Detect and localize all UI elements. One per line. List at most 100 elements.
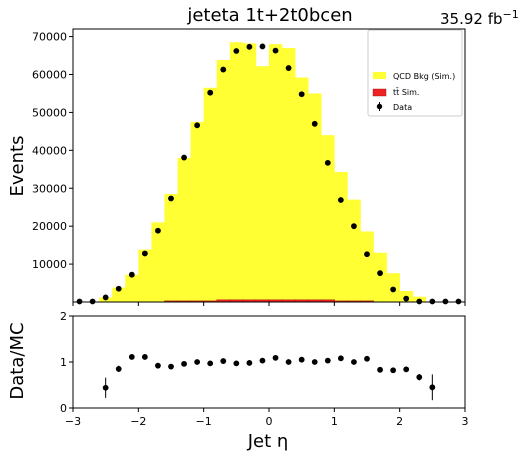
luminosity-label: 35.92 fb−1 bbox=[440, 8, 519, 28]
data-point bbox=[233, 48, 240, 54]
legend-marker-data bbox=[376, 103, 383, 110]
data-point bbox=[194, 122, 201, 129]
data-point bbox=[155, 227, 161, 234]
data-point bbox=[207, 89, 214, 96]
data-point bbox=[324, 159, 331, 166]
data-point bbox=[390, 286, 397, 293]
data-point bbox=[377, 270, 383, 277]
x-tick-label: 0 bbox=[266, 415, 273, 428]
qcd-bar bbox=[177, 157, 191, 302]
legend-label-data: Data bbox=[393, 103, 412, 112]
qcd-bar bbox=[190, 121, 204, 302]
x-tick-label: 2 bbox=[396, 415, 403, 428]
y-tick-label-main: 70000 bbox=[32, 31, 67, 44]
luminosity-exponent: −1 bbox=[503, 8, 519, 21]
qcd-bar bbox=[112, 287, 126, 302]
ratio-point bbox=[259, 357, 266, 364]
ratio-point bbox=[272, 354, 279, 361]
qcd-bar bbox=[269, 44, 283, 303]
data-point bbox=[128, 271, 135, 278]
ratio-plot-frame bbox=[72, 315, 466, 409]
ratio-point bbox=[102, 384, 109, 391]
qcd-bar bbox=[138, 249, 152, 302]
data-point bbox=[168, 195, 174, 202]
ratio-point bbox=[324, 357, 331, 364]
y-tick-label-ratio: 0 bbox=[60, 402, 67, 415]
ratio-point bbox=[416, 374, 423, 381]
y-tick-label-main: 30000 bbox=[32, 182, 67, 195]
ratio-panel: 0 1 2 −3 −2 −1 0 1 2 3 bbox=[60, 310, 469, 428]
y-tick-label-main: 10000 bbox=[32, 258, 67, 271]
data-point bbox=[364, 251, 370, 258]
legend-box bbox=[367, 29, 463, 117]
legend-swatch-qcd bbox=[373, 72, 386, 79]
data-point bbox=[181, 154, 187, 161]
data-point bbox=[403, 295, 410, 302]
data-point bbox=[141, 250, 148, 257]
x-tick-label: −3 bbox=[65, 415, 81, 428]
qcd-bar bbox=[321, 135, 335, 302]
ratio-point bbox=[155, 362, 161, 369]
qcd-bar bbox=[203, 87, 218, 302]
data-point bbox=[311, 120, 318, 127]
ratio-point bbox=[311, 359, 318, 365]
qcd-bar bbox=[360, 231, 374, 302]
qcd-bar bbox=[125, 274, 139, 302]
ratio-point bbox=[246, 360, 253, 366]
qcd-bar bbox=[229, 42, 244, 302]
ratio-point bbox=[403, 366, 410, 373]
ratio-point bbox=[194, 359, 201, 365]
x-tick-label: 1 bbox=[331, 415, 338, 428]
y-axis-label-ratio: Data/MC bbox=[7, 322, 28, 399]
ratio-point bbox=[298, 356, 305, 363]
data-point bbox=[298, 91, 305, 98]
ratio-point bbox=[285, 359, 292, 365]
x-tick-label: 3 bbox=[462, 415, 469, 428]
qcd-bar bbox=[373, 252, 387, 302]
ratio-point bbox=[364, 355, 370, 362]
legend-swatch-ttbar bbox=[372, 88, 387, 97]
ratio-point bbox=[351, 359, 357, 365]
y-tick-label-ratio: 2 bbox=[60, 310, 67, 323]
ratio-point bbox=[168, 363, 174, 370]
qcd-bar bbox=[308, 93, 322, 302]
qcd-bar bbox=[295, 77, 309, 303]
y-tick-label-main: 20000 bbox=[32, 220, 67, 233]
ratio-point bbox=[377, 366, 383, 373]
main-panel: 10000 20000 30000 40000 50000 60000 70000 QCD B… bbox=[32, 28, 466, 306]
qcd-bar bbox=[255, 66, 270, 303]
data-point bbox=[272, 47, 279, 54]
data-point bbox=[115, 285, 122, 292]
qcd-bar bbox=[151, 222, 165, 302]
ratio-point bbox=[233, 360, 240, 367]
ratio-point bbox=[337, 355, 344, 362]
legend-label-qcd: QCD Bkg (Sim.) bbox=[393, 72, 455, 81]
y-axis-label-events: Events bbox=[7, 136, 28, 197]
data-point bbox=[102, 294, 109, 301]
qcd-bar bbox=[282, 47, 296, 303]
ratio-point bbox=[141, 354, 148, 360]
qcd-bar bbox=[242, 43, 257, 303]
y-tick-label-main: 50000 bbox=[32, 106, 67, 119]
qcd-bar bbox=[216, 60, 231, 302]
x-tick-label: −2 bbox=[130, 415, 146, 428]
y-tick-label-main: 40000 bbox=[32, 144, 67, 157]
y-tick-label-main: 60000 bbox=[32, 69, 67, 82]
x-tick-label: −1 bbox=[196, 415, 212, 428]
data-point bbox=[285, 65, 292, 71]
data-point bbox=[337, 197, 344, 203]
data-point bbox=[259, 43, 266, 50]
ratio-point bbox=[220, 358, 227, 364]
ratio-point bbox=[390, 367, 397, 374]
legend-label-ttbar: tt̄ Sim. bbox=[393, 87, 419, 97]
ratio-point bbox=[115, 366, 122, 372]
x-axis-label: Jet η bbox=[247, 431, 289, 452]
y-tick-label-ratio: 1 bbox=[60, 356, 67, 369]
qcd-bar bbox=[164, 193, 178, 302]
ratio-point bbox=[429, 384, 436, 391]
chart-title: jeteta 1t+2t0bcen bbox=[186, 5, 352, 26]
ratio-point bbox=[207, 360, 214, 367]
qcd-bar bbox=[347, 199, 361, 302]
data-point bbox=[351, 223, 357, 230]
